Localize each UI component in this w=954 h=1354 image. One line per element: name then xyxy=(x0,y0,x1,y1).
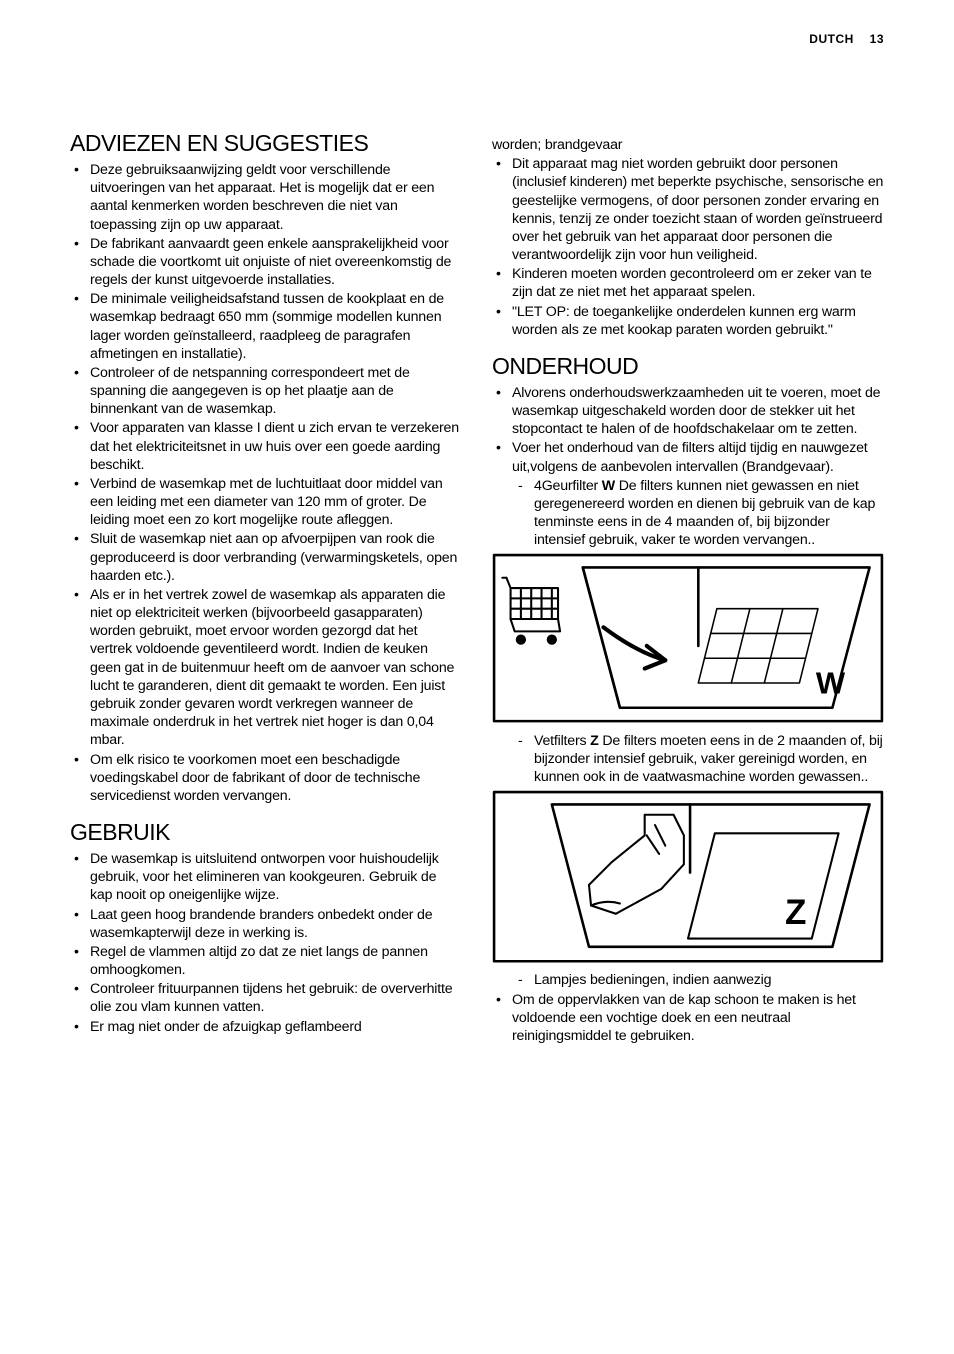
list-item: Om de oppervlakken van de kap schoon te … xyxy=(508,991,884,1046)
figure-z: Z xyxy=(492,790,884,963)
adviezen-heading: ADVIEZEN EN SUGGESTIES xyxy=(70,130,462,157)
list-item: "LET OP: de toegankelijke onderdelen kun… xyxy=(508,303,884,339)
list-item-continuation: worden; brandgevaar xyxy=(508,136,884,154)
list-item: Er mag niet onder de afzuigkap geflambee… xyxy=(86,1018,462,1036)
adviezen-list: Deze gebruiksaanwijzing geldt voor versc… xyxy=(70,161,462,805)
sub-list-z: Vetfilters Z De filters moeten eens in d… xyxy=(512,732,884,787)
left-column: ADVIEZEN EN SUGGESTIES Deze gebruiksaanw… xyxy=(70,130,462,1046)
wrapper: Vetfilters Z De filters moeten eens in d… xyxy=(508,732,884,787)
figure-w-label: W xyxy=(816,666,846,701)
onderhoud-list-2: Vetfilters Z De filters moeten eens in d… xyxy=(492,732,884,787)
figure-z-label: Z xyxy=(785,893,806,932)
list-item: De wasemkap is uitsluitend ontworpen voo… xyxy=(86,850,462,905)
sub-item-lamp: Lampjes bedieningen, indien aanwezig xyxy=(530,971,884,989)
page-header: DUTCH 13 xyxy=(809,32,884,46)
language-label: DUTCH xyxy=(809,32,854,46)
list-item: Om elk risico te voorkomen moet een besc… xyxy=(86,751,462,806)
page-number: 13 xyxy=(870,32,884,46)
sub-item-w: 4Geurfilter W De filters kunnen niet gew… xyxy=(530,477,884,550)
wrapper: Lampjes bedieningen, indien aanwezig xyxy=(508,971,884,989)
sub-item-z: Vetfilters Z De filters moeten eens in d… xyxy=(530,732,884,787)
list-item: Voer het onderhoud van de filters altijd… xyxy=(508,439,884,549)
list-item: Verbind de wasemkap met de luchtuitlaat … xyxy=(86,475,462,530)
page-content: ADVIEZEN EN SUGGESTIES Deze gebruiksaanw… xyxy=(70,130,884,1046)
onderhoud-list: Alvorens onderhoudswerkzaamheden uit te … xyxy=(492,384,884,550)
sub-list-w: 4Geurfilter W De filters kunnen niet gew… xyxy=(512,477,884,550)
list-item: Alvorens onderhoudswerkzaamheden uit te … xyxy=(508,384,884,439)
right-column: worden; brandgevaar Dit apparaat mag nie… xyxy=(492,130,884,1046)
onderhoud-heading: ONDERHOUD xyxy=(492,353,884,380)
gebruik-heading: GEBRUIK xyxy=(70,819,462,846)
list-item: Regel de vlammen altijd zo dat ze niet l… xyxy=(86,943,462,979)
list-item: Kinderen moeten worden gecontroleerd om … xyxy=(508,265,884,301)
list-item: Sluit de wasemkap niet aan op afvoerpijp… xyxy=(86,530,462,585)
list-item: Controleer of de netspanning corresponde… xyxy=(86,364,462,419)
list-item: De minimale veiligheidsafstand tussen de… xyxy=(86,290,462,363)
list-item: De fabrikant aanvaardt geen enkele aansp… xyxy=(86,235,462,290)
list-item: Als er in het vertrek zowel de wasemkap … xyxy=(86,586,462,750)
list-item: Controleer frituurpannen tijdens het geb… xyxy=(86,980,462,1016)
list-item: Voor apparaten van klasse I dient u zich… xyxy=(86,419,462,474)
list-item: Deze gebruiksaanwijzing geldt voor versc… xyxy=(86,161,462,234)
gebruik-list: De wasemkap is uitsluitend ontworpen voo… xyxy=(70,850,462,1036)
sub-list-lamp: Lampjes bedieningen, indien aanwezig xyxy=(512,971,884,989)
gebruik-cont-list: worden; brandgevaar Dit apparaat mag nie… xyxy=(492,136,884,339)
figure-w: W xyxy=(492,553,884,723)
list-item: Dit apparaat mag niet worden gebruikt do… xyxy=(508,155,884,264)
onderhoud-list-3: Lampjes bedieningen, indien aanwezig Om … xyxy=(492,971,884,1045)
list-item: Laat geen hoog brandende branders onbede… xyxy=(86,906,462,942)
